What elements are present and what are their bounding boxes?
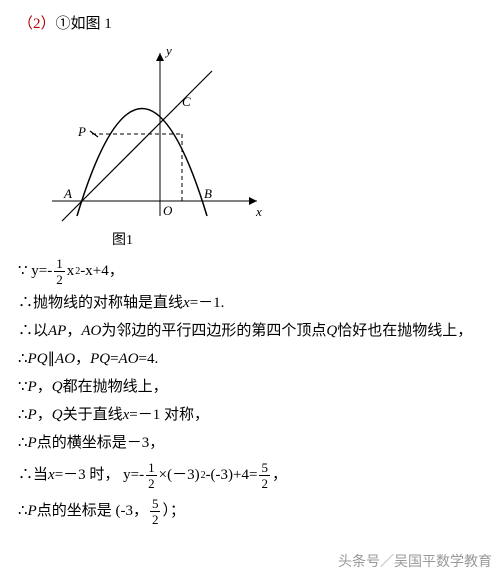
figure-svg: y x A B C P O <box>42 41 272 231</box>
eq-line-1: ∵ y=- 12 x2-x+4， <box>18 257 486 286</box>
header-text: 如图 1 <box>71 16 112 32</box>
header: （2）①如图 1 <box>18 12 486 33</box>
watermark: 头条号／吴国平数学教育 <box>338 551 492 571</box>
eq-line-8: ∴当 x=－3 时， y=- 12 ×(－3)2-(-3)+4= 52 ， <box>18 461 486 490</box>
figure: y x A B C P O 图1 <box>42 41 486 249</box>
svg-text:A: A <box>63 186 72 201</box>
eq-line-4: ∴PQ∥AO，PQ=AO=4. <box>18 349 486 370</box>
header-num: ① <box>56 16 71 32</box>
eq-line-9: ∴P 点的坐标是 (-3， 52 ）； <box>18 497 486 526</box>
eq-line-6: ∴P，Q 关于直线 x=－1 对称， <box>18 405 486 426</box>
eq-line-2: ∴抛物线的对称轴是直线 x=－1. <box>18 293 486 314</box>
svg-text:O: O <box>163 203 173 218</box>
svg-text:C: C <box>182 94 191 109</box>
svg-text:B: B <box>204 186 212 201</box>
eq-line-7: ∴P 点的横坐标是－3， <box>18 433 486 454</box>
header-prefix: （2） <box>18 16 56 32</box>
eq-line-5: ∵P，Q 都在抛物线上， <box>18 377 486 398</box>
eq-line-3: ∴以 AP，AO 为邻边的平行四边形的第四个顶点 Q 恰好也在抛物线上， <box>18 321 486 342</box>
svg-text:y: y <box>164 43 172 58</box>
figure-caption: 图1 <box>112 229 486 249</box>
svg-text:P: P <box>77 124 86 139</box>
svg-text:x: x <box>255 204 262 219</box>
